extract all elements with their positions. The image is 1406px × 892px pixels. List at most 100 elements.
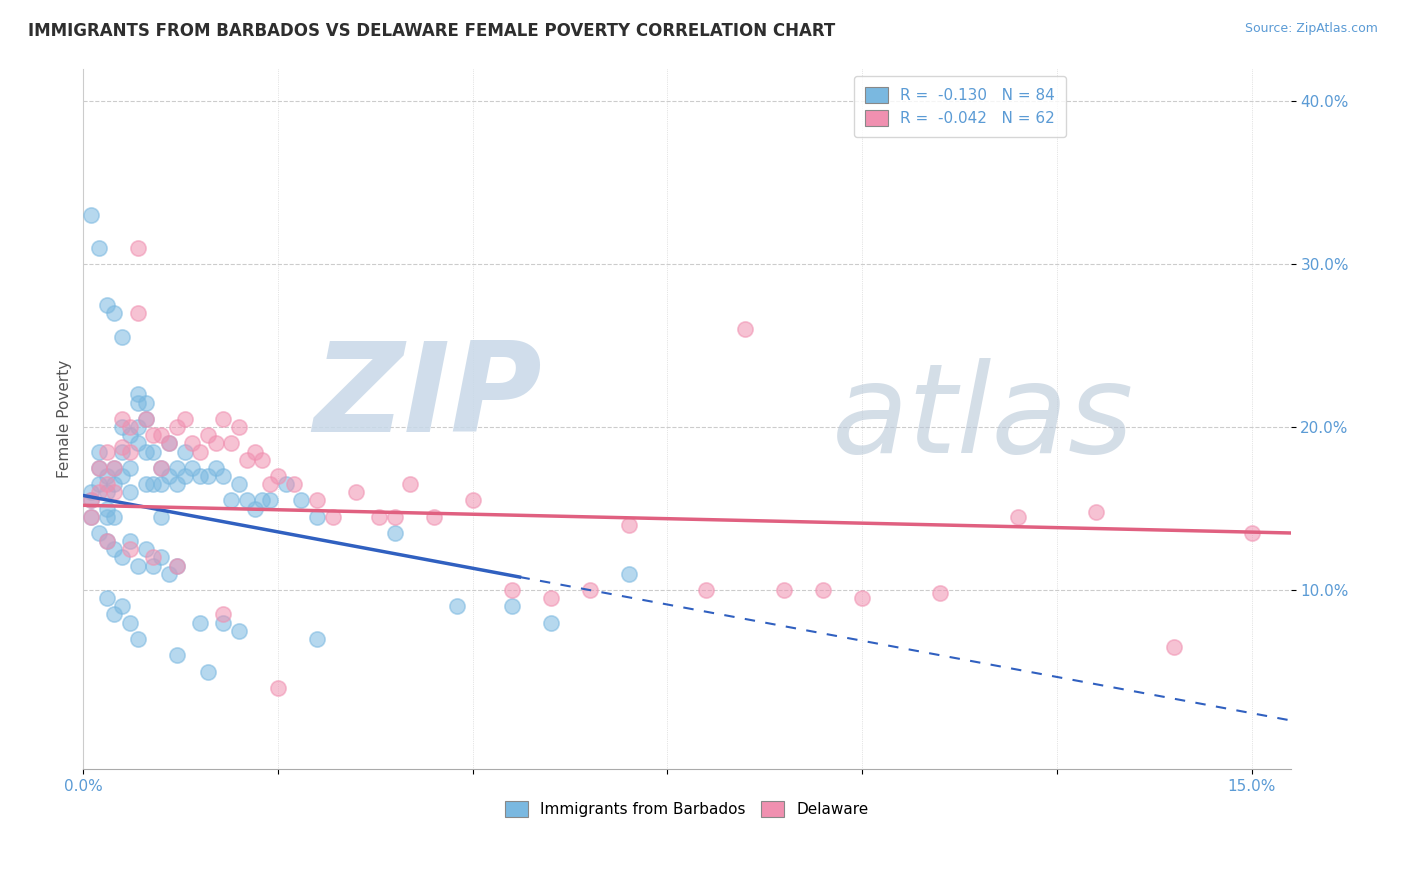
Point bbox=[103, 509, 125, 524]
Point bbox=[204, 460, 226, 475]
Point bbox=[111, 599, 134, 614]
Point bbox=[461, 493, 484, 508]
Point bbox=[96, 591, 118, 606]
Point bbox=[181, 460, 204, 475]
Point bbox=[540, 615, 562, 630]
Point bbox=[188, 469, 211, 483]
Point bbox=[578, 582, 600, 597]
Point bbox=[111, 440, 134, 454]
Point bbox=[103, 485, 125, 500]
Point bbox=[166, 558, 188, 573]
Point bbox=[305, 493, 328, 508]
Point bbox=[80, 493, 103, 508]
Point bbox=[96, 469, 118, 483]
Point bbox=[150, 509, 173, 524]
Point bbox=[322, 509, 344, 524]
Point bbox=[87, 485, 110, 500]
Point bbox=[111, 469, 134, 483]
Y-axis label: Female Poverty: Female Poverty bbox=[58, 359, 72, 478]
Point bbox=[150, 550, 173, 565]
Point bbox=[135, 412, 157, 426]
Point bbox=[87, 460, 110, 475]
Point bbox=[80, 509, 103, 524]
Point bbox=[87, 526, 110, 541]
Point bbox=[243, 501, 266, 516]
Point bbox=[252, 452, 274, 467]
Point bbox=[446, 599, 468, 614]
Point bbox=[274, 477, 297, 491]
Point bbox=[236, 452, 259, 467]
Point bbox=[96, 509, 118, 524]
Point bbox=[118, 615, 141, 630]
Point bbox=[142, 477, 165, 491]
Point bbox=[305, 632, 328, 646]
Point bbox=[166, 477, 188, 491]
Point bbox=[157, 436, 180, 450]
Point bbox=[142, 550, 165, 565]
Point bbox=[87, 477, 110, 491]
Point bbox=[166, 420, 188, 434]
Point bbox=[80, 208, 103, 222]
Point bbox=[135, 412, 157, 426]
Point bbox=[212, 412, 235, 426]
Point bbox=[111, 550, 134, 565]
Point bbox=[290, 493, 312, 508]
Point bbox=[813, 582, 835, 597]
Point bbox=[127, 436, 149, 450]
Point bbox=[173, 412, 195, 426]
Point bbox=[96, 444, 118, 458]
Text: Source: ZipAtlas.com: Source: ZipAtlas.com bbox=[1244, 22, 1378, 36]
Point bbox=[118, 542, 141, 557]
Point bbox=[540, 591, 562, 606]
Point bbox=[96, 534, 118, 549]
Point bbox=[243, 444, 266, 458]
Point bbox=[1240, 526, 1263, 541]
Point bbox=[96, 298, 118, 312]
Point bbox=[1084, 505, 1107, 519]
Point bbox=[103, 477, 125, 491]
Point bbox=[157, 469, 180, 483]
Point bbox=[127, 306, 149, 320]
Point bbox=[80, 493, 103, 508]
Point bbox=[305, 509, 328, 524]
Point bbox=[150, 477, 173, 491]
Point bbox=[103, 306, 125, 320]
Point bbox=[188, 444, 211, 458]
Point bbox=[135, 395, 157, 409]
Point bbox=[204, 436, 226, 450]
Point bbox=[259, 493, 281, 508]
Point bbox=[384, 509, 406, 524]
Point bbox=[127, 632, 149, 646]
Point bbox=[103, 607, 125, 622]
Point bbox=[118, 485, 141, 500]
Point bbox=[135, 444, 157, 458]
Point bbox=[118, 444, 141, 458]
Point bbox=[212, 469, 235, 483]
Point bbox=[150, 428, 173, 442]
Point bbox=[157, 566, 180, 581]
Point bbox=[87, 460, 110, 475]
Legend: Immigrants from Barbados, Delaware: Immigrants from Barbados, Delaware bbox=[498, 794, 876, 825]
Point bbox=[87, 444, 110, 458]
Point bbox=[103, 460, 125, 475]
Point bbox=[197, 469, 219, 483]
Point bbox=[127, 420, 149, 434]
Text: ZIP: ZIP bbox=[314, 337, 543, 458]
Point bbox=[423, 509, 446, 524]
Point bbox=[181, 436, 204, 450]
Point bbox=[734, 322, 756, 336]
Point bbox=[617, 566, 640, 581]
Point bbox=[96, 534, 118, 549]
Text: IMMIGRANTS FROM BARBADOS VS DELAWARE FEMALE POVERTY CORRELATION CHART: IMMIGRANTS FROM BARBADOS VS DELAWARE FEM… bbox=[28, 22, 835, 40]
Point bbox=[127, 395, 149, 409]
Point bbox=[135, 477, 157, 491]
Point bbox=[173, 469, 195, 483]
Point bbox=[267, 469, 290, 483]
Point bbox=[87, 241, 110, 255]
Point bbox=[259, 477, 281, 491]
Point bbox=[267, 681, 290, 695]
Point bbox=[212, 615, 235, 630]
Point bbox=[173, 444, 195, 458]
Point bbox=[344, 485, 367, 500]
Point bbox=[103, 460, 125, 475]
